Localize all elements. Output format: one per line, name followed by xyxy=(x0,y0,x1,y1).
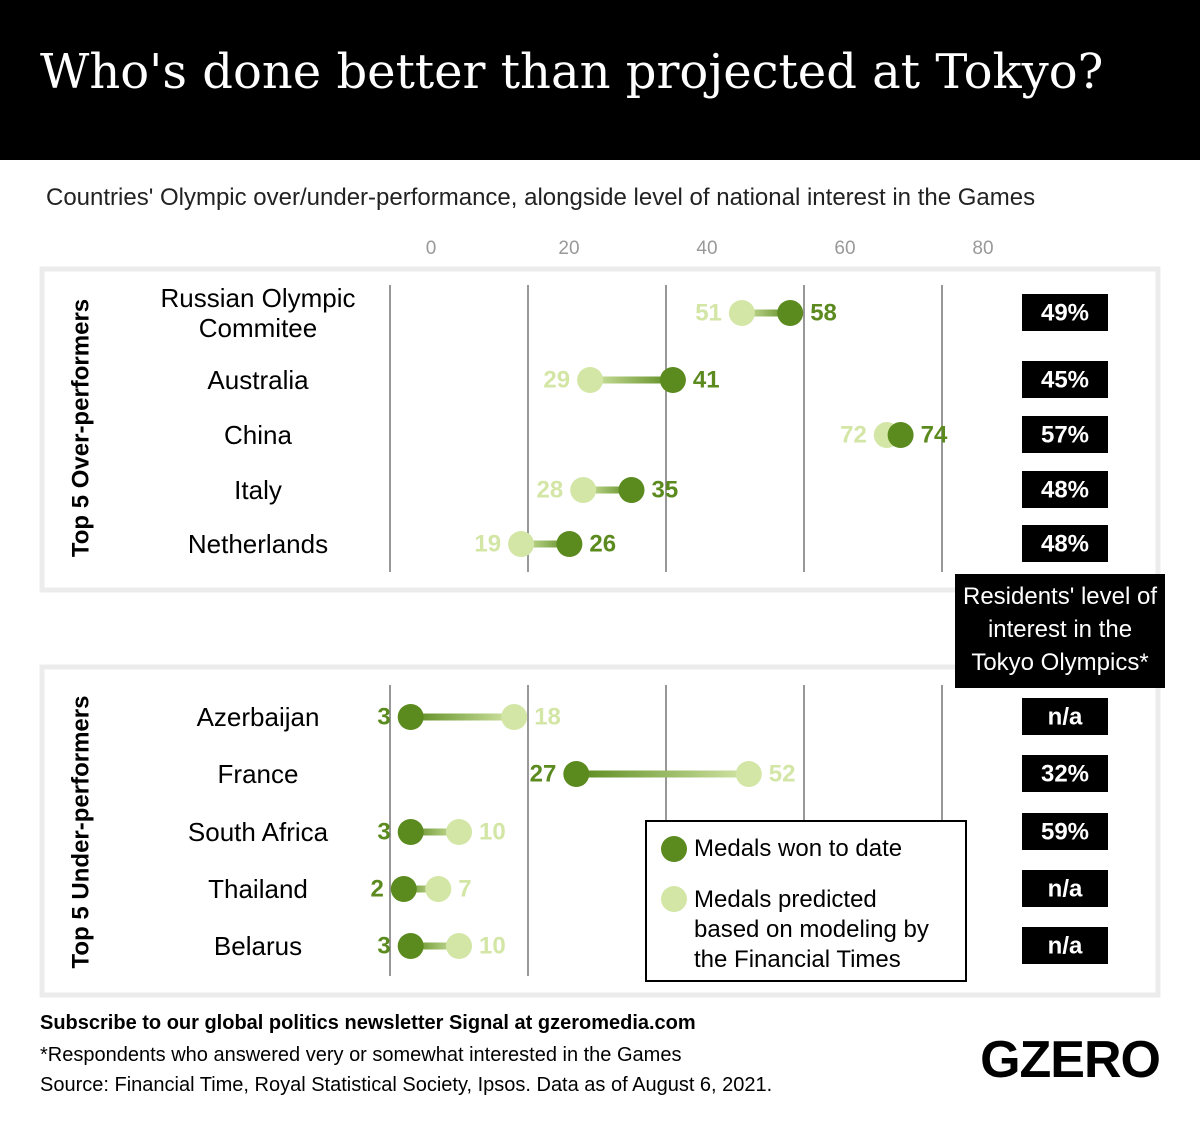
category-label: Russian Olympic Commitee xyxy=(160,283,356,343)
x-tick-label: 40 xyxy=(696,238,717,259)
interest-label: 59% xyxy=(1041,818,1089,845)
predicted-dot xyxy=(577,367,604,393)
won-dot xyxy=(397,819,424,845)
interest-label: 45% xyxy=(1041,366,1089,393)
predicted-dot xyxy=(570,477,597,503)
interest-box xyxy=(1022,927,1108,964)
value-label: 3 xyxy=(377,932,390,959)
value-label: 51 xyxy=(695,299,722,326)
category-label: Azerbaijan xyxy=(196,702,320,732)
logo: GZERO xyxy=(980,1031,1161,1089)
interest-label: n/a xyxy=(1048,875,1083,902)
value-label: 27 xyxy=(530,760,557,787)
category-label: Australia xyxy=(207,365,309,395)
legend-label: Medals predicted based on modeling by th… xyxy=(694,886,929,973)
predicted-dot xyxy=(508,531,535,557)
value-label: 72 xyxy=(840,421,867,448)
predicted-dot xyxy=(728,300,755,326)
title-bar xyxy=(0,0,1200,160)
interest-label: n/a xyxy=(1048,932,1083,959)
interest-box xyxy=(1022,416,1108,453)
value-label: 18 xyxy=(534,703,561,730)
value-label: 10 xyxy=(479,932,506,959)
value-label: 10 xyxy=(479,818,506,845)
x-tick-label: 0 xyxy=(426,238,437,259)
chart-title: Who's done better than projected at Toky… xyxy=(40,44,1104,100)
interest-box xyxy=(1022,698,1108,735)
category-label: Belarus xyxy=(213,931,303,961)
interest-label: 48% xyxy=(1041,476,1089,503)
interest-label: 48% xyxy=(1041,530,1089,557)
predicted-dot xyxy=(446,933,472,959)
interest-label: 57% xyxy=(1041,421,1089,448)
x-tick-label: 20 xyxy=(558,238,579,259)
interest-label: 49% xyxy=(1041,299,1089,326)
value-label: 74 xyxy=(921,421,948,448)
interest-box xyxy=(1022,870,1108,907)
predicted-dot xyxy=(501,704,528,730)
legend-swatch xyxy=(661,886,687,912)
x-tick-label: 80 xyxy=(972,238,993,259)
source: Source: Financial Time, Royal Statistica… xyxy=(40,1074,773,1096)
value-label: 58 xyxy=(810,299,837,326)
value-label: 2 xyxy=(370,875,383,902)
interest-box xyxy=(1022,471,1108,508)
category-label: Netherlands xyxy=(187,529,329,559)
value-label: 52 xyxy=(769,760,796,787)
legend-label: Medals won to date xyxy=(694,835,903,862)
predicted-dot xyxy=(735,761,762,787)
interest-title: Residents' level of interest in the Toky… xyxy=(955,574,1165,688)
predicted-dot xyxy=(425,876,452,902)
predicted-dot xyxy=(446,819,472,845)
value-label: 29 xyxy=(543,366,570,393)
category-label: Italy xyxy=(234,475,282,505)
panel xyxy=(39,664,1161,998)
won-dot xyxy=(618,477,645,503)
won-dot xyxy=(397,704,424,730)
group-label: Top 5 Under-performers xyxy=(67,696,94,969)
footnote: *Respondents who answered very or somewh… xyxy=(40,1044,682,1066)
value-label: 28 xyxy=(536,476,563,503)
won-dot xyxy=(397,933,424,959)
won-dot xyxy=(659,367,686,393)
won-dot xyxy=(887,422,914,448)
category-label: France xyxy=(217,759,299,789)
won-dot xyxy=(556,531,583,557)
value-label: 26 xyxy=(589,530,616,557)
interest-label: 32% xyxy=(1041,760,1089,787)
newsletter: Subscribe to our global politics newslet… xyxy=(40,1012,696,1034)
interest-box xyxy=(1022,361,1108,398)
legend: Medals won to date Medals predicted base… xyxy=(645,820,967,982)
value-label: 35 xyxy=(652,476,679,503)
value-label: 41 xyxy=(693,366,720,393)
won-dot xyxy=(390,876,417,902)
interest-box xyxy=(1022,525,1108,562)
won-dot xyxy=(777,300,804,326)
value-label: 3 xyxy=(377,703,390,730)
value-label: 7 xyxy=(458,875,471,902)
category-label: Thailand xyxy=(208,874,308,904)
interest-box xyxy=(1022,294,1108,331)
category-label: South Africa xyxy=(187,817,329,847)
interest-label: n/a xyxy=(1048,703,1083,730)
legend-swatches xyxy=(661,836,687,912)
interest-box xyxy=(1022,813,1108,850)
category-label: China xyxy=(224,420,292,450)
x-tick-label: 60 xyxy=(834,238,855,259)
interest-box xyxy=(1022,755,1108,792)
value-label: 19 xyxy=(474,530,501,557)
group-label: Top 5 Over-performers xyxy=(67,299,94,557)
panel xyxy=(39,266,1161,593)
won-dot xyxy=(563,761,590,787)
legend-swatch xyxy=(661,836,687,862)
chart-subtitle: Countries' Olympic over/under-performanc… xyxy=(46,184,1036,211)
value-label: 3 xyxy=(377,818,390,845)
